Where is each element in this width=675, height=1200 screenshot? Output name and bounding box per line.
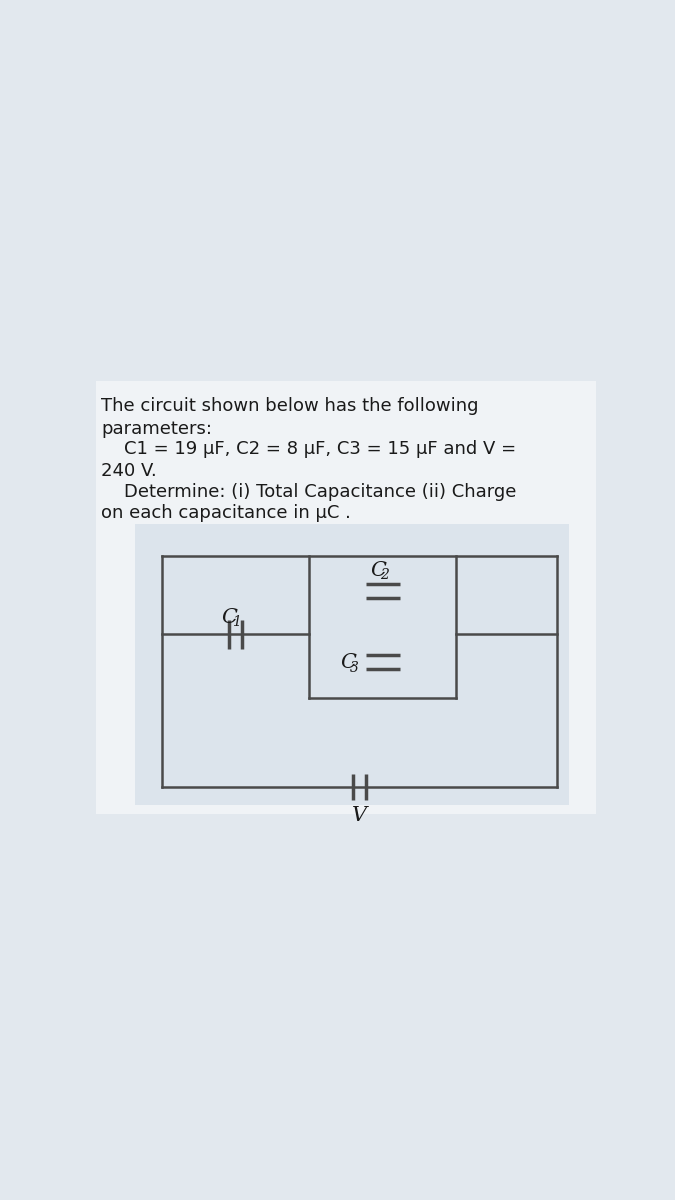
- Text: on each capacitance in μC .: on each capacitance in μC .: [101, 504, 351, 522]
- Text: The circuit shown below has the following: The circuit shown below has the followin…: [101, 396, 479, 414]
- Text: C: C: [340, 653, 356, 672]
- FancyBboxPatch shape: [96, 382, 596, 814]
- Text: parameters:: parameters:: [101, 420, 213, 438]
- Text: C: C: [221, 607, 238, 626]
- Text: V: V: [352, 806, 367, 826]
- Text: Determine: (i) Total Capacitance (ii) Charge: Determine: (i) Total Capacitance (ii) Ch…: [101, 482, 517, 500]
- Text: 3: 3: [350, 661, 359, 674]
- Text: C: C: [371, 560, 386, 580]
- Text: 240 V.: 240 V.: [101, 462, 157, 480]
- Text: 1: 1: [232, 616, 240, 629]
- Text: 2: 2: [381, 569, 389, 582]
- Bar: [135, 523, 569, 805]
- Text: C1 = 19 μF, C2 = 8 μF, C3 = 15 μF and V =: C1 = 19 μF, C2 = 8 μF, C3 = 15 μF and V …: [101, 440, 516, 458]
